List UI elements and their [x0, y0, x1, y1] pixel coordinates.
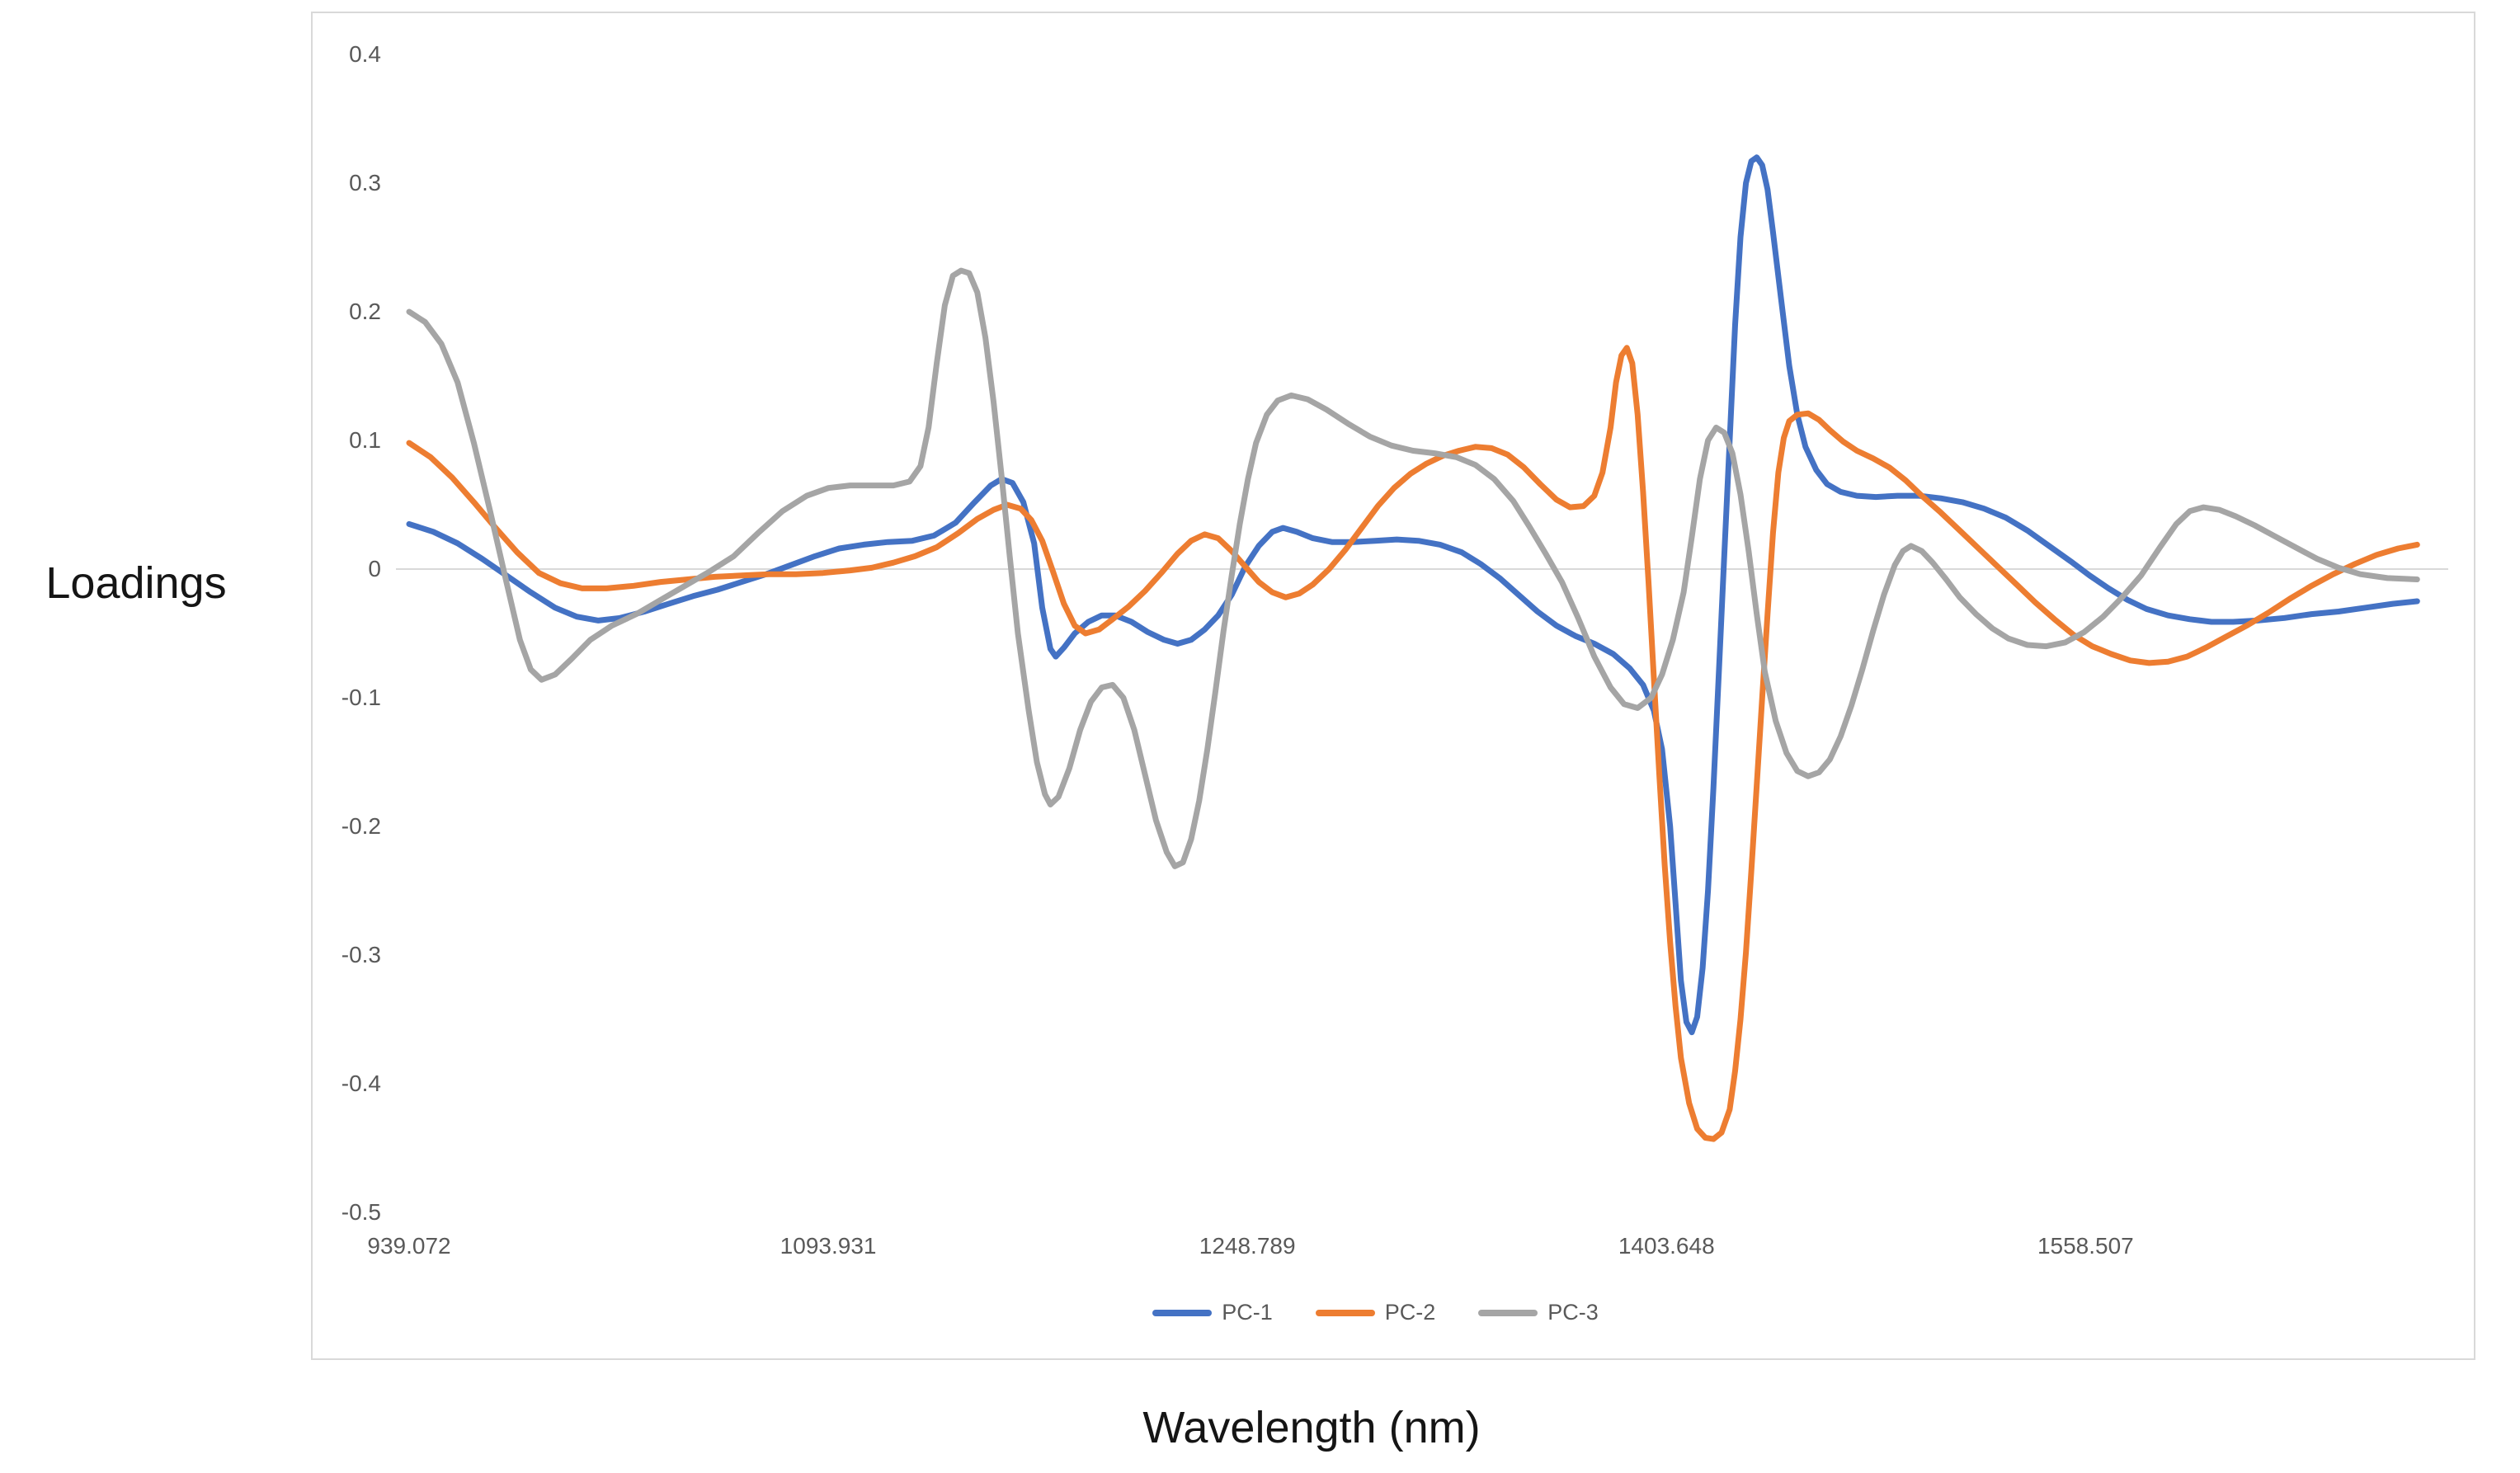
- y-axis-title: Loadings: [45, 558, 227, 608]
- pc-2-line: [406, 345, 2420, 1142]
- y-tick-label: 0.1: [349, 427, 381, 453]
- x-tick-label: 1403.648: [1618, 1233, 1715, 1259]
- y-tick-label: 0.3: [349, 170, 381, 195]
- legend-swatch-pc-3: [1478, 1309, 1538, 1316]
- y-tick-label: -0.1: [341, 685, 381, 710]
- y-tick-label: -0.5: [341, 1199, 381, 1225]
- legend-swatch-pc-1: [1152, 1309, 1213, 1316]
- y-tick-label: -0.3: [341, 942, 381, 967]
- pc-3-line: [406, 267, 2420, 869]
- legend-label: PC-3: [1547, 1300, 1599, 1325]
- y-tick-label: 0.2: [349, 299, 381, 324]
- legend-item-pc-1: PC-1: [1152, 1300, 1273, 1325]
- legend-label: PC-1: [1222, 1300, 1273, 1325]
- series-group: [406, 154, 2420, 1142]
- x-tick-label: 1093.931: [780, 1233, 877, 1259]
- legend-item-pc-2: PC-2: [1315, 1300, 1436, 1325]
- y-tick-label: 0: [368, 556, 381, 581]
- legend-item-pc-3: PC-3: [1478, 1300, 1599, 1325]
- legend-swatch-pc-2: [1315, 1309, 1375, 1316]
- pc-1-line: [406, 154, 2420, 1036]
- x-tick-label: 1558.507: [2037, 1233, 2134, 1259]
- y-tick-label: -0.2: [341, 813, 381, 839]
- legend-label: PC-2: [1384, 1300, 1436, 1325]
- x-tick-label: 1248.789: [1199, 1233, 1296, 1259]
- x-axis-title: Wavelength (nm): [1142, 1403, 1481, 1452]
- y-tick-label: -0.4: [341, 1071, 381, 1096]
- y-tick-label: 0.4: [349, 41, 381, 67]
- chart-border: [311, 12, 2475, 1360]
- legend: PC-1 PC-2 PC-3: [115, 1300, 2520, 1325]
- x-tick-label: 939.072: [367, 1233, 451, 1259]
